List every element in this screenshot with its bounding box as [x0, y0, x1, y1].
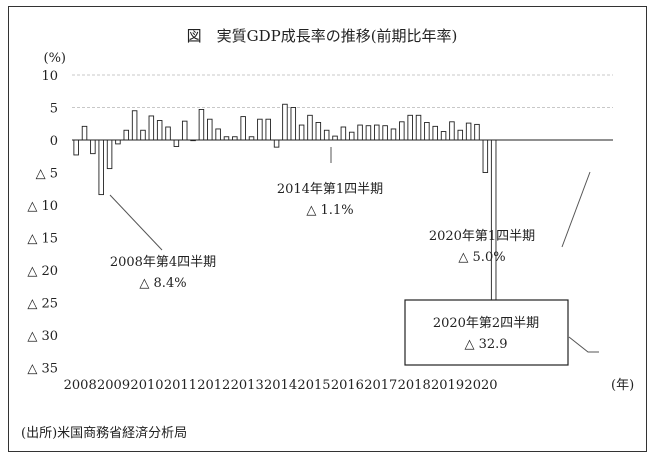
source-note: (出所)米国商務省経済分析局 — [21, 425, 187, 441]
x-tick-label: 2012 — [197, 378, 230, 393]
leader-line-2008q4 — [109, 194, 163, 251]
bar — [382, 125, 388, 141]
x-tick-label: 2020 — [464, 378, 497, 393]
bar — [340, 126, 347, 141]
annotation-2020q2-period: 2020年第2四半期 — [433, 316, 539, 331]
annotation-2008q4-period: 2008年第4四半期 — [110, 255, 216, 270]
bar — [365, 125, 372, 141]
y-tick-label: △ 25 — [27, 297, 58, 312]
x-tick-label: 2010 — [130, 378, 163, 393]
bar — [240, 116, 246, 141]
bar — [73, 139, 79, 156]
bar — [399, 121, 405, 141]
x-tick-label: 2011 — [164, 378, 197, 393]
annotation-2020q2-value: △ 32.9 — [464, 337, 507, 352]
bar — [98, 139, 104, 196]
annotation-2008q4-value: △ 8.4% — [139, 276, 186, 291]
bar — [374, 124, 380, 141]
y-tick-label: △ 5 — [36, 167, 58, 182]
bar — [115, 139, 121, 145]
chart-frame — [8, 6, 647, 452]
x-tick-label: 2017 — [364, 378, 397, 393]
x-tick-label: 2014 — [264, 378, 297, 393]
bar — [332, 135, 338, 141]
y-tick-label: △ 30 — [27, 329, 58, 344]
bar — [265, 118, 271, 141]
bar — [474, 123, 480, 141]
bar — [207, 118, 213, 141]
bar — [81, 125, 88, 141]
bar — [307, 114, 313, 141]
bar — [257, 118, 263, 141]
y-tick-label: 10 — [41, 69, 58, 84]
y-tick-label: △ 20 — [27, 264, 58, 279]
bar — [407, 114, 413, 141]
x-tick-label: 2019 — [431, 378, 464, 393]
y-tick-label: 0 — [50, 134, 58, 149]
y-tick-label: △ 10 — [27, 199, 58, 214]
bar — [348, 131, 355, 141]
bar — [173, 139, 180, 147]
bar — [106, 139, 113, 170]
bar — [390, 128, 397, 141]
bar — [323, 129, 330, 141]
y-tick-label: △ 35 — [27, 362, 58, 377]
bar — [449, 121, 455, 141]
bar — [181, 120, 188, 141]
x-tick-label: 2009 — [97, 378, 130, 393]
bar — [457, 129, 464, 141]
bar — [282, 103, 288, 141]
bar — [215, 128, 221, 141]
bar — [315, 121, 322, 141]
annotation-2020q1-period: 2020年第1四半期 — [429, 229, 535, 244]
leader-line-2020q2 — [568, 336, 599, 353]
bar — [165, 126, 171, 141]
y-tick-labels: 10 5 0 △ 5 △ 10 △ 15 △ 20 △ 25 △ 30 △ 35 — [27, 69, 58, 377]
x-tick-label: 2018 — [398, 378, 431, 393]
bar — [156, 120, 163, 141]
x-tick-label: 2015 — [297, 378, 330, 393]
annotation-2014q1-value: △ 1.1% — [306, 203, 353, 218]
bar — [148, 115, 155, 141]
x-tick-label: 2016 — [331, 378, 364, 393]
y-tick-label: △ 15 — [27, 232, 58, 247]
bar — [90, 139, 96, 155]
bar — [140, 129, 146, 141]
bar — [198, 108, 205, 141]
bar — [432, 125, 438, 141]
bar — [465, 122, 472, 141]
y-axis-unit: (%) — [44, 51, 67, 66]
chart-title: 図 実質GDP成長率の推移(前期比年率) — [187, 27, 458, 45]
bar — [273, 139, 280, 148]
bar — [298, 124, 305, 141]
bar — [357, 124, 363, 141]
bar — [415, 114, 422, 141]
x-tick-label: 2013 — [231, 378, 264, 393]
gridlines — [72, 74, 613, 108]
x-axis-unit: (年) — [611, 378, 634, 393]
y-tick-label: 5 — [50, 102, 58, 117]
bar — [290, 107, 297, 141]
bar — [123, 129, 130, 141]
x-tick-labels: 2008 2009 2010 2011 2012 2013 2014 2015 2016 2017… — [64, 378, 498, 393]
leader-line-2020q1 — [561, 171, 591, 248]
bar — [482, 139, 489, 173]
annotation-2020q1-value: △ 5.0% — [458, 250, 505, 265]
annotation-2020q2-box — [404, 299, 569, 366]
bar — [440, 131, 447, 141]
bar — [131, 110, 138, 141]
x-tick-label: 2008 — [64, 378, 97, 393]
bar — [424, 121, 430, 141]
annotation-2014q1-period: 2014年第1四半期 — [277, 182, 383, 197]
